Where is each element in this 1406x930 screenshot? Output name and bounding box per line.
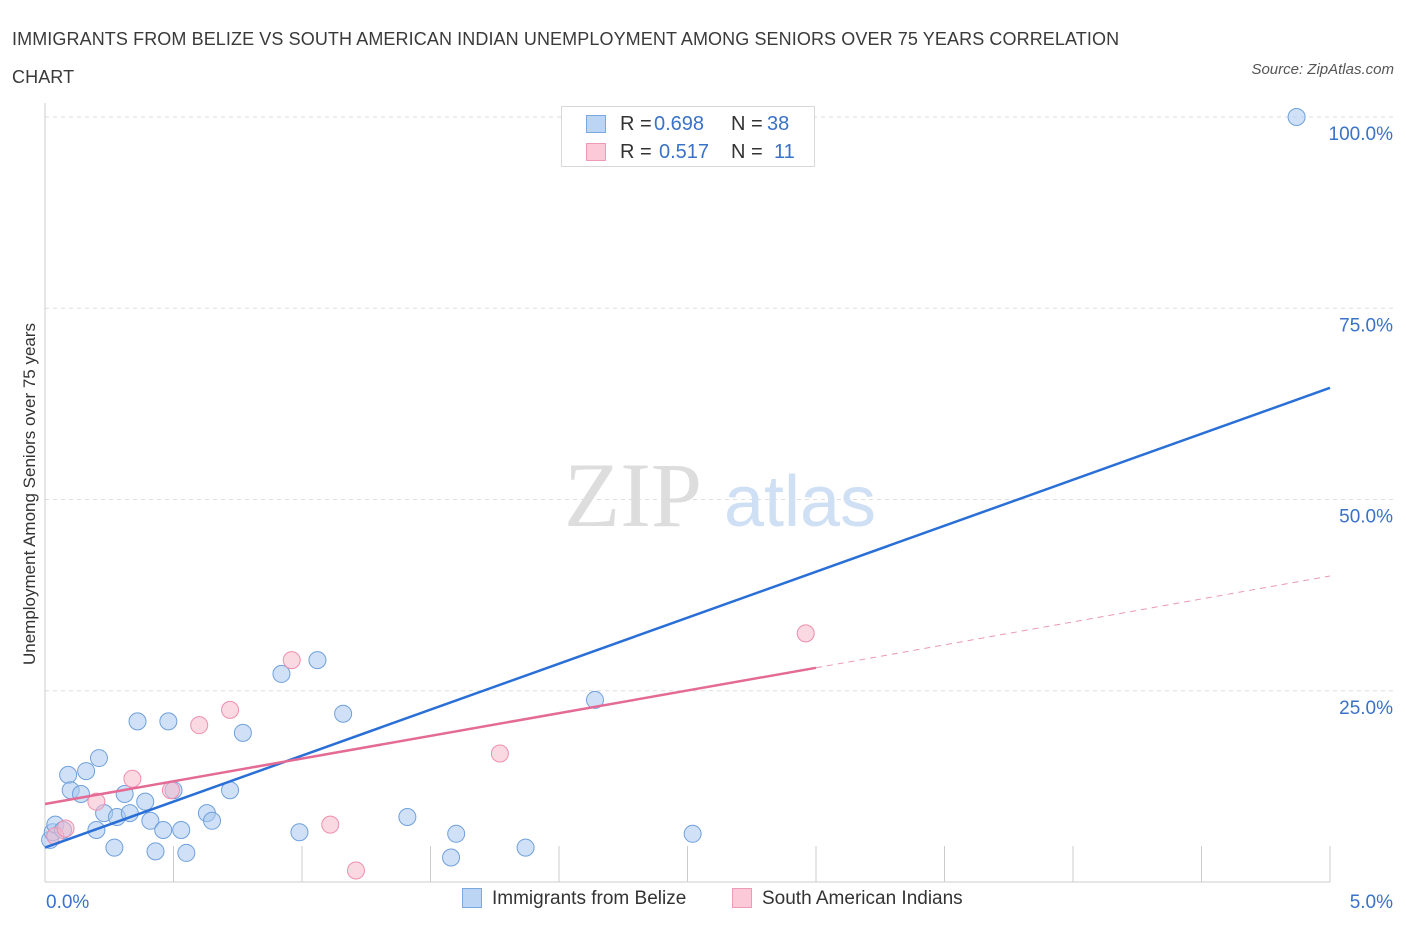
belize-point (141, 811, 160, 830)
belize-point (398, 807, 417, 826)
axes (44, 103, 1331, 883)
x-tick-label: 5.0% (1350, 892, 1393, 913)
belize-point (128, 712, 147, 731)
belize-point (516, 838, 535, 857)
south-american-indian-point (190, 716, 209, 735)
correlation-legend: R = 0.698 N = 38 R = 0.517 N = 11 (561, 106, 815, 167)
belize-point (159, 712, 178, 731)
grid-lines (45, 116, 1395, 692)
trend-lines (44, 386, 1331, 849)
belize-point (272, 664, 291, 683)
south-american-indian-point (282, 651, 301, 670)
belize-trend-line (44, 386, 1331, 849)
belize-point (89, 749, 108, 768)
y-tick-label: 100.0% (1329, 124, 1394, 145)
y-tick-label: 50.0% (1339, 507, 1393, 528)
belize-point (334, 704, 353, 723)
legend-item-south-american-indians: South American Indians (732, 888, 963, 910)
belize-point (447, 824, 466, 843)
n-value: 11 (774, 141, 795, 163)
legend-swatch-belize (462, 888, 482, 908)
belize-point (154, 820, 173, 839)
south-american-indian-point (221, 700, 240, 719)
legend-swatch-south-american-indians (732, 888, 752, 908)
legend-label-belize: Immigrants from Belize (492, 888, 687, 909)
r-label: R = (620, 113, 652, 135)
belize-point (177, 843, 196, 862)
belize-point (136, 792, 155, 811)
r-label: R = (620, 141, 652, 163)
belize-point (308, 651, 327, 670)
belize-point (59, 765, 78, 784)
belize-point (172, 820, 191, 839)
watermark-atlas: atlas (724, 462, 876, 542)
belize-point (146, 842, 165, 861)
belize-point (442, 848, 461, 867)
y-tick-label: 75.0% (1339, 315, 1393, 336)
tick-labels: 100.0% 75.0% 50.0% 25.0% 0.0% 5.0% (46, 124, 1393, 913)
n-label: N = (731, 113, 763, 135)
south-american-indian-point (490, 744, 509, 763)
n-label: N = (731, 141, 763, 163)
r-value: 0.698 (654, 113, 705, 135)
data-points (41, 108, 1306, 880)
belize-point (1287, 108, 1306, 126)
watermark: ZIP atlas (564, 444, 876, 546)
south-american-indian-point (346, 861, 365, 880)
south-american-indian-point (321, 815, 340, 834)
south-american-indian-point (56, 819, 75, 838)
belize-point (233, 723, 252, 742)
belize-point (290, 823, 309, 842)
chart-title: IMMIGRANTS FROM BELIZE VS SOUTH AMERICAN… (12, 29, 1120, 87)
x-tick-label: 0.0% (46, 892, 89, 913)
south-american-indian-trend-extension (815, 575, 1331, 669)
south-american-indian-point (123, 769, 142, 788)
y-tick-label: 25.0% (1339, 698, 1393, 719)
belize-point (105, 838, 124, 857)
south-american-indian-point (87, 792, 106, 811)
south-american-indian-point (161, 781, 180, 800)
belize-point (71, 785, 90, 804)
legend-swatch-belize (586, 115, 606, 133)
belize-point (585, 690, 604, 709)
legend-item-belize: Immigrants from Belize (462, 888, 686, 910)
legend-label-south-american-indians: South American Indians (762, 888, 963, 909)
south-american-indian-trend-line (44, 666, 817, 806)
belize-point (683, 824, 702, 843)
watermark-zip: ZIP (564, 444, 702, 546)
n-value: 38 (767, 113, 790, 135)
belize-point (77, 762, 96, 781)
source-credit: Source: ZipAtlas.com (1251, 61, 1394, 78)
legend-swatch-south-american-indians (586, 143, 606, 161)
belize-point (203, 811, 222, 830)
south-american-indian-point (796, 624, 815, 643)
r-value: 0.517 (659, 141, 710, 163)
y-axis-label: Unemployment Among Seniors over 75 years (20, 322, 39, 666)
